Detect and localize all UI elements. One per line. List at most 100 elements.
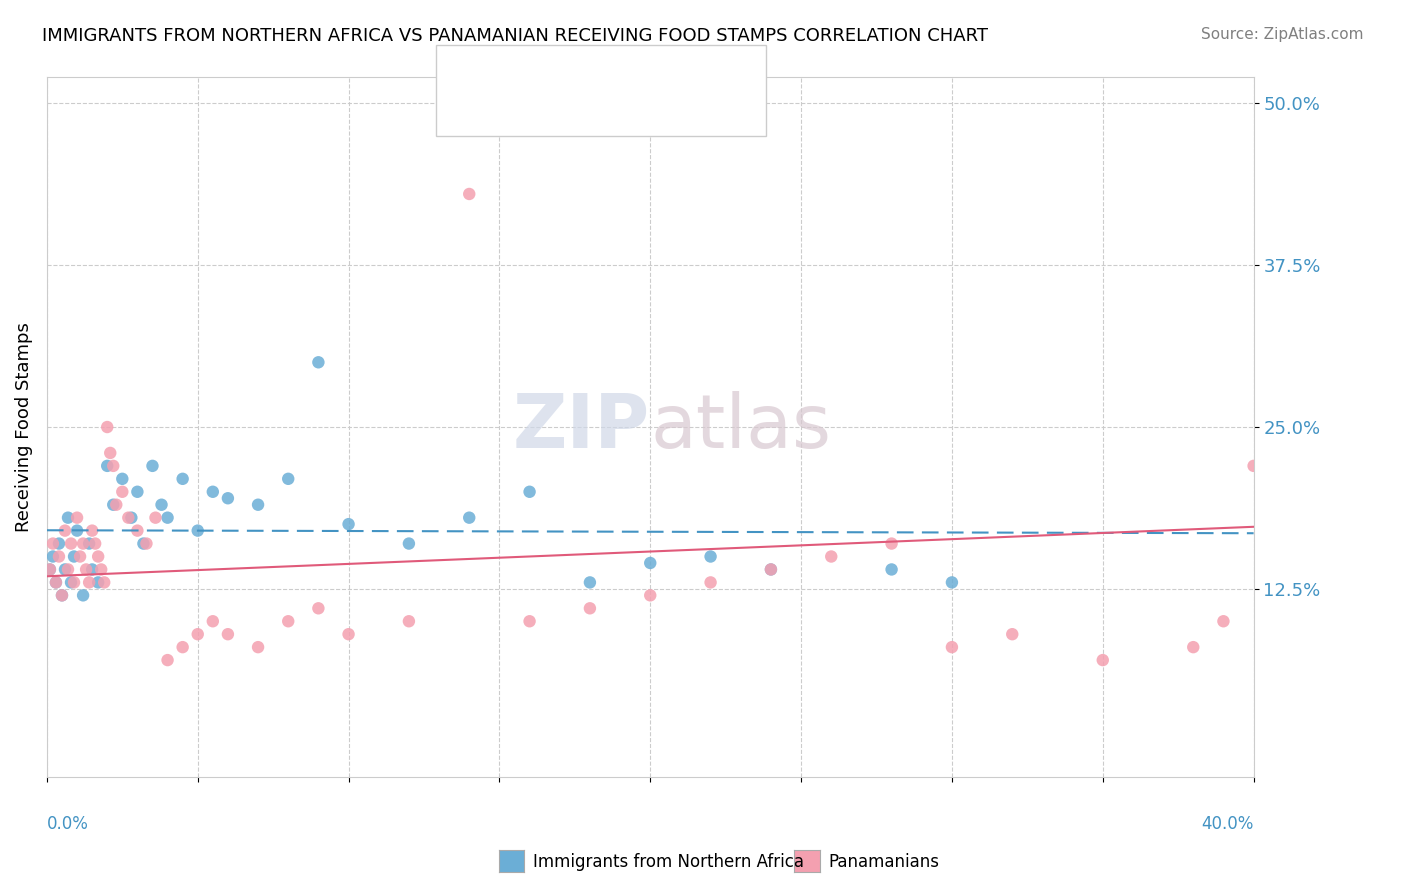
Point <box>277 472 299 486</box>
Point <box>56 562 79 576</box>
Point <box>38 562 60 576</box>
Text: Panamanians: Panamanians <box>828 853 939 871</box>
Point <box>127 524 149 538</box>
Point <box>63 575 86 590</box>
Point <box>98 446 121 460</box>
Point <box>337 627 360 641</box>
Point <box>759 562 782 576</box>
Point <box>187 524 209 538</box>
Point <box>820 549 842 564</box>
Point <box>103 498 125 512</box>
Point <box>150 498 173 512</box>
Point <box>141 458 163 473</box>
Point <box>519 484 541 499</box>
Text: R =: R = <box>491 90 536 108</box>
Point <box>96 420 118 434</box>
Point <box>51 588 73 602</box>
Point <box>217 491 239 506</box>
Point <box>127 484 149 499</box>
Point <box>48 549 70 564</box>
Text: ZIP: ZIP <box>513 391 650 464</box>
Point <box>51 588 73 602</box>
Point <box>38 562 60 576</box>
Point <box>519 614 541 628</box>
Point <box>156 510 179 524</box>
Point <box>398 614 420 628</box>
Point <box>398 536 420 550</box>
Point <box>87 575 110 590</box>
Text: Immigrants from Northern Africa: Immigrants from Northern Africa <box>533 853 804 871</box>
Point <box>77 536 100 550</box>
Point <box>75 562 97 576</box>
Point <box>69 549 91 564</box>
Point <box>172 472 194 486</box>
Point <box>63 549 86 564</box>
Point <box>48 536 70 550</box>
Text: N =: N = <box>568 90 607 108</box>
Point <box>759 562 782 576</box>
Point <box>84 536 107 550</box>
Text: atlas: atlas <box>650 391 831 464</box>
Point <box>941 575 963 590</box>
Point <box>880 562 903 576</box>
Point <box>105 498 128 512</box>
Point <box>699 549 721 564</box>
Point <box>90 562 112 576</box>
Point <box>60 536 83 550</box>
Point <box>880 536 903 550</box>
Point <box>56 510 79 524</box>
Point <box>307 601 329 615</box>
Point <box>1243 458 1265 473</box>
Text: -0.013: -0.013 <box>522 62 579 79</box>
Y-axis label: Receiving Food Stamps: Receiving Food Stamps <box>15 322 32 532</box>
Text: 0.194: 0.194 <box>522 90 574 108</box>
Text: IMMIGRANTS FROM NORTHERN AFRICA VS PANAMANIAN RECEIVING FOOD STAMPS CORRELATION : IMMIGRANTS FROM NORTHERN AFRICA VS PANAM… <box>42 27 988 45</box>
Point <box>72 588 94 602</box>
Point <box>60 575 83 590</box>
Point <box>120 510 142 524</box>
Point <box>638 588 661 602</box>
Text: 40: 40 <box>595 62 617 79</box>
Point <box>307 355 329 369</box>
Point <box>172 640 194 654</box>
Point <box>111 472 134 486</box>
Text: 40.0%: 40.0% <box>1201 815 1254 833</box>
Point <box>77 575 100 590</box>
Point <box>42 536 65 550</box>
Point <box>217 627 239 641</box>
Point <box>111 484 134 499</box>
Point <box>53 524 76 538</box>
Text: Source: ZipAtlas.com: Source: ZipAtlas.com <box>1201 27 1364 42</box>
Point <box>66 524 89 538</box>
Text: N =: N = <box>568 62 607 79</box>
Point <box>135 536 157 550</box>
Point <box>45 575 67 590</box>
Point <box>66 510 89 524</box>
Point <box>247 640 270 654</box>
Point <box>1001 627 1024 641</box>
Point <box>638 556 661 570</box>
Point <box>247 498 270 512</box>
Point <box>699 575 721 590</box>
Point <box>72 536 94 550</box>
Point <box>201 484 224 499</box>
Text: 0.0%: 0.0% <box>46 815 89 833</box>
Point <box>1212 614 1234 628</box>
Point <box>201 614 224 628</box>
Point <box>82 524 104 538</box>
Point <box>117 510 139 524</box>
Point <box>1182 640 1205 654</box>
Point <box>82 562 104 576</box>
Text: R =: R = <box>491 62 530 79</box>
Point <box>42 549 65 564</box>
Point <box>277 614 299 628</box>
Point <box>458 186 481 201</box>
Point <box>579 601 602 615</box>
Point <box>103 458 125 473</box>
Point <box>53 562 76 576</box>
Text: 52: 52 <box>595 90 617 108</box>
Point <box>1091 653 1114 667</box>
Point <box>579 575 602 590</box>
Point <box>145 510 167 524</box>
Point <box>132 536 155 550</box>
